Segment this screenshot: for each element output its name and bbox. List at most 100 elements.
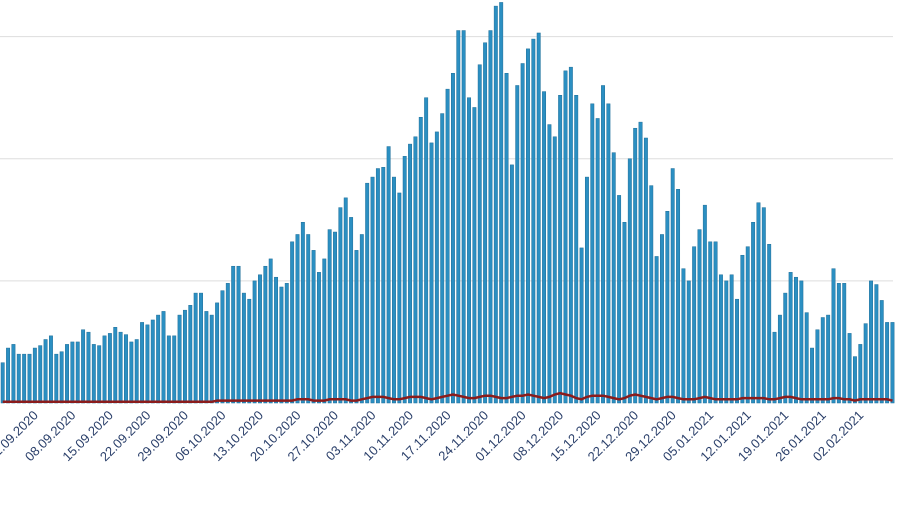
bar (863, 323, 868, 404)
bar (188, 305, 193, 404)
bar (836, 283, 841, 404)
bar (681, 268, 686, 404)
bar (172, 335, 177, 404)
bar (885, 322, 890, 404)
bar (477, 64, 482, 404)
bar (215, 302, 220, 404)
bar (729, 274, 734, 404)
bar (638, 121, 643, 404)
bar (408, 143, 413, 404)
bar (6, 347, 11, 404)
bar (338, 207, 343, 404)
bar (166, 335, 171, 404)
bar (22, 353, 27, 404)
bar (241, 292, 246, 404)
bar (820, 317, 825, 404)
bar (381, 167, 386, 404)
bar (429, 142, 434, 404)
bar (858, 344, 863, 404)
bar (601, 85, 605, 404)
bar (579, 247, 584, 404)
bar (483, 42, 488, 404)
bar (225, 283, 230, 404)
bar (258, 274, 262, 404)
bar (102, 335, 107, 404)
bar (515, 85, 520, 404)
bar (193, 292, 198, 404)
bar (359, 234, 364, 404)
bar (520, 63, 525, 404)
bar (692, 246, 697, 404)
bar (777, 314, 782, 404)
bar (718, 274, 723, 404)
bar (826, 314, 831, 404)
bar (327, 229, 332, 404)
bar (649, 185, 654, 404)
bar (815, 329, 820, 404)
bar (670, 168, 675, 404)
bar (402, 156, 407, 404)
bar (295, 234, 300, 404)
bar (370, 176, 375, 404)
bar (788, 272, 793, 404)
bar (552, 136, 557, 404)
bar (456, 30, 461, 404)
bar (751, 222, 756, 404)
bar (627, 158, 632, 404)
bar (686, 280, 691, 404)
bar (150, 319, 155, 404)
bar (97, 345, 102, 404)
bar (70, 341, 75, 404)
bar (590, 103, 595, 404)
bar (333, 231, 337, 404)
bar (0, 362, 5, 404)
bar (177, 314, 182, 404)
bar (756, 202, 761, 404)
bar (27, 353, 32, 404)
bar (874, 284, 879, 404)
bar (16, 353, 21, 404)
bar (252, 280, 257, 404)
bar (606, 103, 611, 404)
bar (724, 280, 729, 404)
bar (735, 298, 739, 404)
bar (231, 265, 236, 404)
bar (134, 339, 139, 404)
bar (665, 211, 670, 404)
bar (204, 311, 209, 404)
bar (156, 314, 161, 404)
bar (622, 222, 627, 404)
bar (343, 197, 348, 404)
bar (702, 204, 707, 404)
bar (209, 314, 214, 404)
bar (611, 152, 616, 404)
bar (654, 256, 659, 404)
bar (236, 265, 241, 404)
bar (831, 268, 836, 404)
bar (445, 88, 450, 404)
bar (595, 118, 600, 404)
bar (145, 324, 150, 404)
bar (643, 137, 648, 404)
bar (284, 283, 289, 404)
bar (804, 312, 809, 404)
bar (129, 341, 134, 404)
bar (32, 347, 37, 404)
bar (397, 192, 402, 404)
bar (140, 322, 145, 404)
bar (810, 347, 815, 404)
bar (708, 241, 713, 404)
bar (81, 329, 86, 404)
bar (568, 66, 573, 404)
bar (509, 164, 514, 404)
bar (767, 243, 772, 404)
bar (526, 48, 530, 404)
bar (676, 189, 681, 404)
bar (322, 258, 327, 404)
bar (794, 276, 798, 404)
bar (279, 286, 284, 404)
bar (161, 311, 166, 404)
line (2, 391, 893, 404)
